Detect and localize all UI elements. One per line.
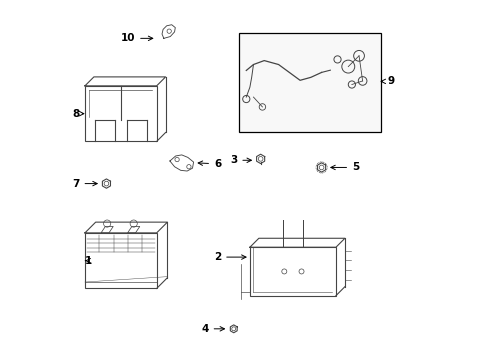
Text: 9: 9 xyxy=(380,76,394,86)
Text: 1: 1 xyxy=(84,256,92,266)
Text: 7: 7 xyxy=(72,179,97,189)
Text: 6: 6 xyxy=(198,159,221,169)
Text: 8: 8 xyxy=(72,109,83,119)
Text: 5: 5 xyxy=(330,162,359,172)
Bar xyxy=(239,33,380,132)
Text: 4: 4 xyxy=(201,324,224,334)
Text: 3: 3 xyxy=(230,155,251,165)
Text: 2: 2 xyxy=(214,252,245,262)
Text: 10: 10 xyxy=(121,33,152,43)
